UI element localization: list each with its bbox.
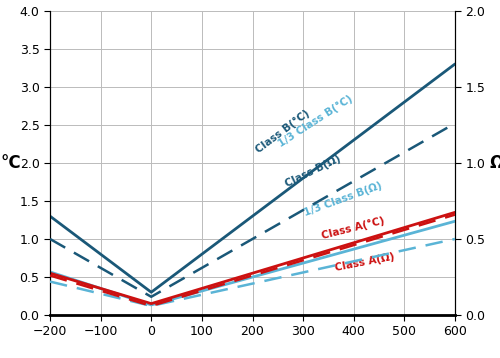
- Text: 1/3 Class B(°C): 1/3 Class B(°C): [276, 94, 354, 149]
- Text: 1/3 Class B(Ω): 1/3 Class B(Ω): [302, 180, 383, 218]
- Y-axis label: Ω: Ω: [490, 154, 500, 172]
- Text: Class B(Ω): Class B(Ω): [284, 153, 343, 189]
- Y-axis label: °C: °C: [1, 154, 21, 172]
- Text: Class A(°C): Class A(°C): [321, 216, 386, 241]
- Text: Class A(Ω): Class A(Ω): [334, 252, 396, 273]
- Text: Class B(°C): Class B(°C): [254, 108, 312, 155]
